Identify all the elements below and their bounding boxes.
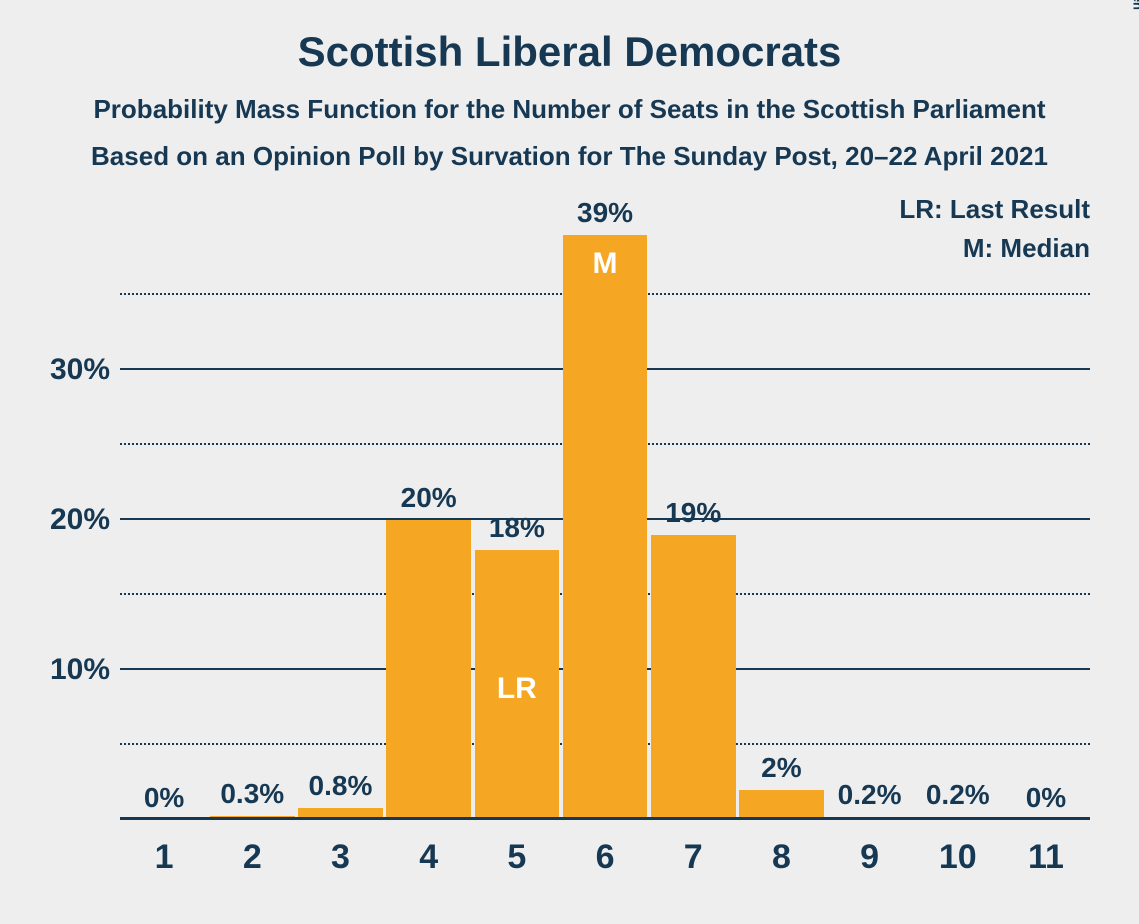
bar-value-label: 0.8% [298, 770, 383, 808]
credit-text: © 2021 Filip van Laenen [1131, 0, 1139, 10]
median-marker: M [563, 247, 648, 281]
y-tick-label: 30% [50, 353, 110, 387]
bar: 18%LR [475, 550, 560, 820]
bar-slot: 0%11 [1002, 220, 1090, 820]
bars-container: 0%10.3%20.8%320%418%LR539%M619%72%80.2%9… [120, 220, 1090, 820]
x-tick-label: 6 [561, 820, 649, 877]
x-tick-label: 3 [296, 820, 384, 877]
x-tick-label: 11 [1002, 820, 1090, 877]
bar-slot: 2%8 [737, 220, 825, 820]
bar-slot: 19%7 [649, 220, 737, 820]
x-tick-label: 4 [385, 820, 473, 877]
bar-slot: 39%M6 [561, 220, 649, 820]
x-tick-label: 8 [737, 820, 825, 877]
x-tick-label: 1 [120, 820, 208, 877]
bar-value-label: 2% [739, 752, 824, 790]
bar-value-label: 19% [651, 497, 736, 535]
bar-slot: 0.2%9 [826, 220, 914, 820]
bar: 20% [386, 520, 471, 820]
bar-slot: 20%4 [385, 220, 473, 820]
bar-value-label: 0.2% [915, 779, 1000, 817]
bar: 19% [651, 535, 736, 820]
y-tick-label: 20% [50, 503, 110, 537]
chart-title: Scottish Liberal Democrats [0, 0, 1139, 76]
x-tick-label: 5 [473, 820, 561, 877]
bar-slot: 0.3%2 [208, 220, 296, 820]
chart-subtitle-2: Based on an Opinion Poll by Survation fo… [0, 125, 1139, 172]
bar-slot: 0.2%10 [914, 220, 1002, 820]
bar-slot: 0.8%3 [296, 220, 384, 820]
bar-value-label: 20% [386, 482, 471, 520]
bar: 39%M [563, 235, 648, 820]
chart-subtitle-1: Probability Mass Function for the Number… [0, 76, 1139, 125]
bar-value-label: 39% [563, 197, 648, 235]
bar: 2% [739, 790, 824, 820]
bar-value-label: 0.2% [827, 779, 912, 817]
x-tick-label: 2 [208, 820, 296, 877]
y-tick-label: 10% [50, 653, 110, 687]
bar-slot: 0%1 [120, 220, 208, 820]
x-tick-label: 10 [914, 820, 1002, 877]
bar-value-label: 0.3% [210, 778, 295, 816]
x-tick-label: 7 [649, 820, 737, 877]
bar-value-label: 0% [122, 782, 207, 820]
bar-slot: 18%LR5 [473, 220, 561, 820]
bar-value-label: 0% [1004, 782, 1089, 820]
chart-plot-area: LR: Last Result M: Median 0%10.3%20.8%32… [120, 220, 1090, 820]
last-result-marker: LR [475, 672, 560, 706]
bar-value-label: 18% [475, 512, 560, 550]
x-axis-line [120, 817, 1090, 820]
x-tick-label: 9 [826, 820, 914, 877]
